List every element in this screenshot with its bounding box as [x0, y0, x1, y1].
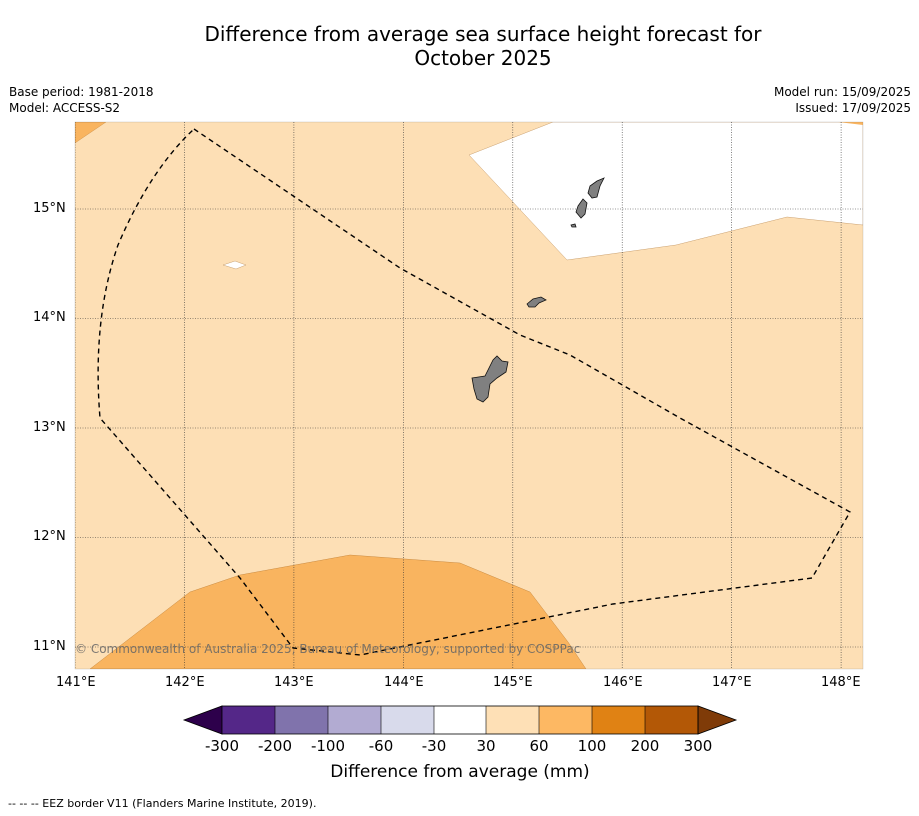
lon-label-146E: 146°E — [603, 675, 643, 690]
lon-label-148E: 148°E — [821, 675, 861, 690]
model-text: Model: ACCESS-S2 — [9, 101, 121, 115]
lat-label-13N: 13°N — [33, 420, 66, 435]
lon-label-145E: 145°E — [493, 675, 533, 690]
colorbar-tick-label: 300 — [683, 737, 713, 755]
map-frame — [74, 121, 864, 670]
gridlines — [75, 122, 863, 669]
anomaly-region-60-100-south — [89, 554, 587, 669]
eez-border — [97, 128, 851, 656]
colorbar-tick-label: -60 — [368, 737, 394, 755]
colorbar-segment — [539, 706, 592, 734]
colorbar-segment — [381, 706, 434, 734]
island-aguijan — [570, 223, 577, 228]
colorbar-segment — [275, 706, 328, 734]
colorbar-segment — [222, 706, 275, 734]
island-rota — [526, 296, 547, 308]
colorbar-tick-label: -100 — [310, 737, 346, 755]
lon-label-147E: 147°E — [712, 675, 752, 690]
chart-title-line1: Difference from average sea surface heig… — [204, 22, 762, 46]
meta-right: Model run: 15/09/2025 Issued: 17/09/2025 — [774, 84, 911, 116]
colorbar-segment — [645, 706, 698, 734]
colorbar-max-arrow — [697, 705, 738, 735]
colorbar-tick-label: 60 — [529, 737, 549, 755]
colorbar-min-arrow — [182, 705, 223, 735]
colorbar — [182, 705, 738, 735]
lon-label-143E: 143°E — [274, 675, 314, 690]
model-run-text: Model run: 15/09/2025 — [773, 85, 911, 99]
colorbar-outline — [221, 705, 699, 735]
lon-label-141E: 141°E — [56, 675, 96, 690]
lat-label-15N: 15°N — [33, 201, 66, 216]
colorbar-segment — [434, 706, 486, 734]
colorbar-segment — [486, 706, 539, 734]
anomaly-region-neutral-northeast — [468, 122, 863, 261]
colorbar-tick-label: -30 — [421, 737, 447, 755]
meta-left: Base period: 1981-2018 Model: ACCESS-S2 — [9, 84, 154, 116]
eez-footnote: -- -- -- EEZ border V11 (Flanders Marine… — [8, 797, 317, 810]
anomaly-region-60-100-topleft — [75, 122, 107, 144]
colorbar-tick-label: 100 — [577, 737, 607, 755]
copyright-credit: © Commonwealth of Australia 2025, Bureau… — [75, 642, 580, 656]
colorbar-segment — [592, 706, 645, 734]
issued-text: Issued: 17/09/2025 — [795, 101, 911, 115]
lat-label-14N: 14°N — [33, 310, 66, 325]
chart-title-line2: October 2025 — [414, 46, 552, 70]
colorbar-tick-label: -200 — [257, 737, 293, 755]
map-area: © Commonwealth of Australia 2025, Bureau… — [75, 122, 863, 669]
lon-label-144E: 144°E — [384, 675, 424, 690]
lon-label-142E: 142°E — [165, 675, 205, 690]
base-period-text: Base period: 1981-2018 — [9, 85, 154, 99]
island-tinian — [575, 198, 588, 219]
lat-label-11N: 11°N — [33, 639, 66, 654]
colorbar-title: Difference from average (mm) — [330, 762, 590, 782]
island-saipan — [587, 177, 605, 199]
colorbar-tick-label: 30 — [476, 737, 496, 755]
anomaly-region-60-100-topright — [838, 122, 863, 125]
lat-label-12N: 12°N — [33, 529, 66, 544]
colorbar-segment — [328, 706, 381, 734]
island-guam — [471, 355, 509, 403]
land-islands — [471, 177, 605, 403]
anomaly-region-neutral-west — [222, 260, 247, 270]
colorbar-tick-label: 200 — [630, 737, 660, 755]
chart-title: Difference from average sea surface heig… — [0, 22, 919, 70]
colorbar-tick-label: -300 — [204, 737, 240, 755]
